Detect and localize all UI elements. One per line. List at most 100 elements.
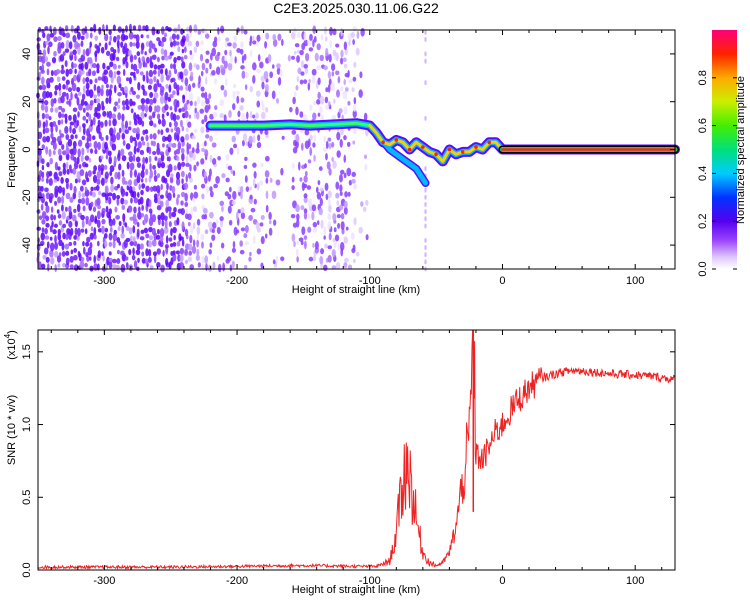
spectrogram-cell xyxy=(249,110,253,119)
spectrogram-cell xyxy=(303,183,308,189)
spectrogram-cell xyxy=(98,131,102,140)
spectrogram-cell xyxy=(148,146,152,155)
spectrogram-cell xyxy=(200,100,206,107)
spectrogram-cell xyxy=(77,148,81,158)
spectrogram-cell xyxy=(159,240,164,248)
spectrogram-cell xyxy=(93,23,97,33)
spectrogram-cell xyxy=(271,64,275,69)
spectrogram-cell xyxy=(362,206,367,212)
spectrogram-cell xyxy=(193,24,198,33)
spectrogram-cell xyxy=(115,214,121,220)
spectrogram-cell xyxy=(175,250,180,255)
spectrogram-cell xyxy=(204,229,209,235)
spectrogram-cell xyxy=(152,251,158,257)
spectrogram-cell xyxy=(134,169,137,178)
spectrogram-cell xyxy=(215,66,221,76)
spectrogram-cell xyxy=(145,258,149,266)
spectrogram-cell xyxy=(365,234,369,241)
spectrogram-cell xyxy=(303,175,308,183)
spectrogram-cell xyxy=(56,135,62,143)
spectrogram-cell xyxy=(211,228,215,234)
spectrogram-cell xyxy=(82,85,86,94)
spectrogram-cell xyxy=(121,132,126,140)
spectrogram-cell xyxy=(77,198,82,204)
spectrogram-cell xyxy=(121,28,125,34)
spectrogram-cell xyxy=(133,71,136,79)
spectrogram-cell xyxy=(240,211,246,220)
spectrogram-cell xyxy=(173,68,178,75)
spectrogram-cell xyxy=(104,227,109,233)
spectrogram-cell xyxy=(352,140,356,145)
spectrogram-cell xyxy=(296,213,300,221)
spectrogram-cell xyxy=(275,179,281,186)
spectrogram-cell xyxy=(68,205,72,213)
top-y-axis-label: Frequency (Hz) xyxy=(6,112,18,188)
spectrogram-cell xyxy=(142,25,146,30)
spectrogram-cell xyxy=(314,241,319,250)
spectrogram-cell xyxy=(140,229,145,234)
spectrogram-cell xyxy=(161,118,166,127)
spectrogram-cell xyxy=(173,206,177,213)
spectrogram-cell xyxy=(352,109,357,119)
spectrogram-cell xyxy=(343,78,346,85)
spectrogram-cell xyxy=(48,41,53,48)
spectrogram-cell xyxy=(58,239,63,247)
spectrogram-cell xyxy=(57,228,62,235)
spectrogram-cell xyxy=(256,141,262,149)
spectrogram-cell xyxy=(187,221,191,227)
spectrogram-cell xyxy=(170,228,173,237)
spectrogram-cell xyxy=(36,209,41,214)
spectrogram-cell xyxy=(161,135,167,143)
spectrogram-cell xyxy=(319,197,323,207)
spectrogram-cell xyxy=(104,42,108,51)
spectrogram-cell xyxy=(340,85,344,92)
spectrogram-cell xyxy=(424,37,427,43)
spectrogram-cell xyxy=(145,70,149,79)
spectrogram-cell xyxy=(145,248,149,257)
spectrogram-cell xyxy=(142,156,146,165)
spectrogram-cell xyxy=(81,93,86,100)
spectrogram-cell xyxy=(93,255,96,264)
spectrogram-cell xyxy=(131,254,136,261)
spectrogram-cell xyxy=(58,129,62,135)
spectrogram-cell xyxy=(72,192,77,200)
spectrogram-cell xyxy=(360,201,364,207)
spectrogram-cell xyxy=(295,140,299,149)
spectrogram-cell xyxy=(46,162,50,168)
spectrogram-cell xyxy=(132,236,136,243)
spectrogram-cell xyxy=(205,262,208,272)
spectrogram-cell xyxy=(300,205,305,211)
spectrogram-cell xyxy=(195,111,200,120)
spectrogram-cell xyxy=(82,205,86,212)
spectrogram-cell xyxy=(301,226,306,235)
spectrogram-cell xyxy=(60,95,65,104)
spectrogram-cell xyxy=(113,229,117,235)
spectrogram-cell xyxy=(109,127,114,136)
spectrogram-cell xyxy=(141,251,145,257)
spectrogram-cell xyxy=(109,84,113,89)
y-multiplier-base: (x10 xyxy=(6,338,18,359)
spectrogram-cell xyxy=(149,120,154,127)
top-x-tick-label: 100 xyxy=(626,275,644,287)
spectrogram-cell xyxy=(65,161,69,170)
spectrogram-cell xyxy=(114,101,119,107)
spectrogram-cell xyxy=(85,32,89,39)
spectrogram-cell xyxy=(328,232,332,241)
spectrogram-cell xyxy=(195,40,200,47)
spectrogram-cell xyxy=(209,154,213,163)
spectrogram-cell xyxy=(137,211,142,220)
spectrogram-cell xyxy=(205,67,209,74)
spectrogram-cell xyxy=(168,54,172,60)
spectrogram-cell xyxy=(48,170,53,177)
spectrogram-cell xyxy=(140,212,145,218)
spectrogram-cell xyxy=(167,27,172,32)
spectrogram-cell xyxy=(85,112,90,118)
spectrogram-cell xyxy=(80,40,84,48)
spectrogram-cell xyxy=(347,264,353,270)
spectrogram-cell xyxy=(94,50,98,57)
spectrogram-cell xyxy=(91,70,97,77)
spectrogram-cell xyxy=(168,142,173,148)
spectrogram-cell xyxy=(101,218,106,225)
spectrogram-cell xyxy=(104,185,109,195)
spectrogram-cell xyxy=(118,163,122,171)
